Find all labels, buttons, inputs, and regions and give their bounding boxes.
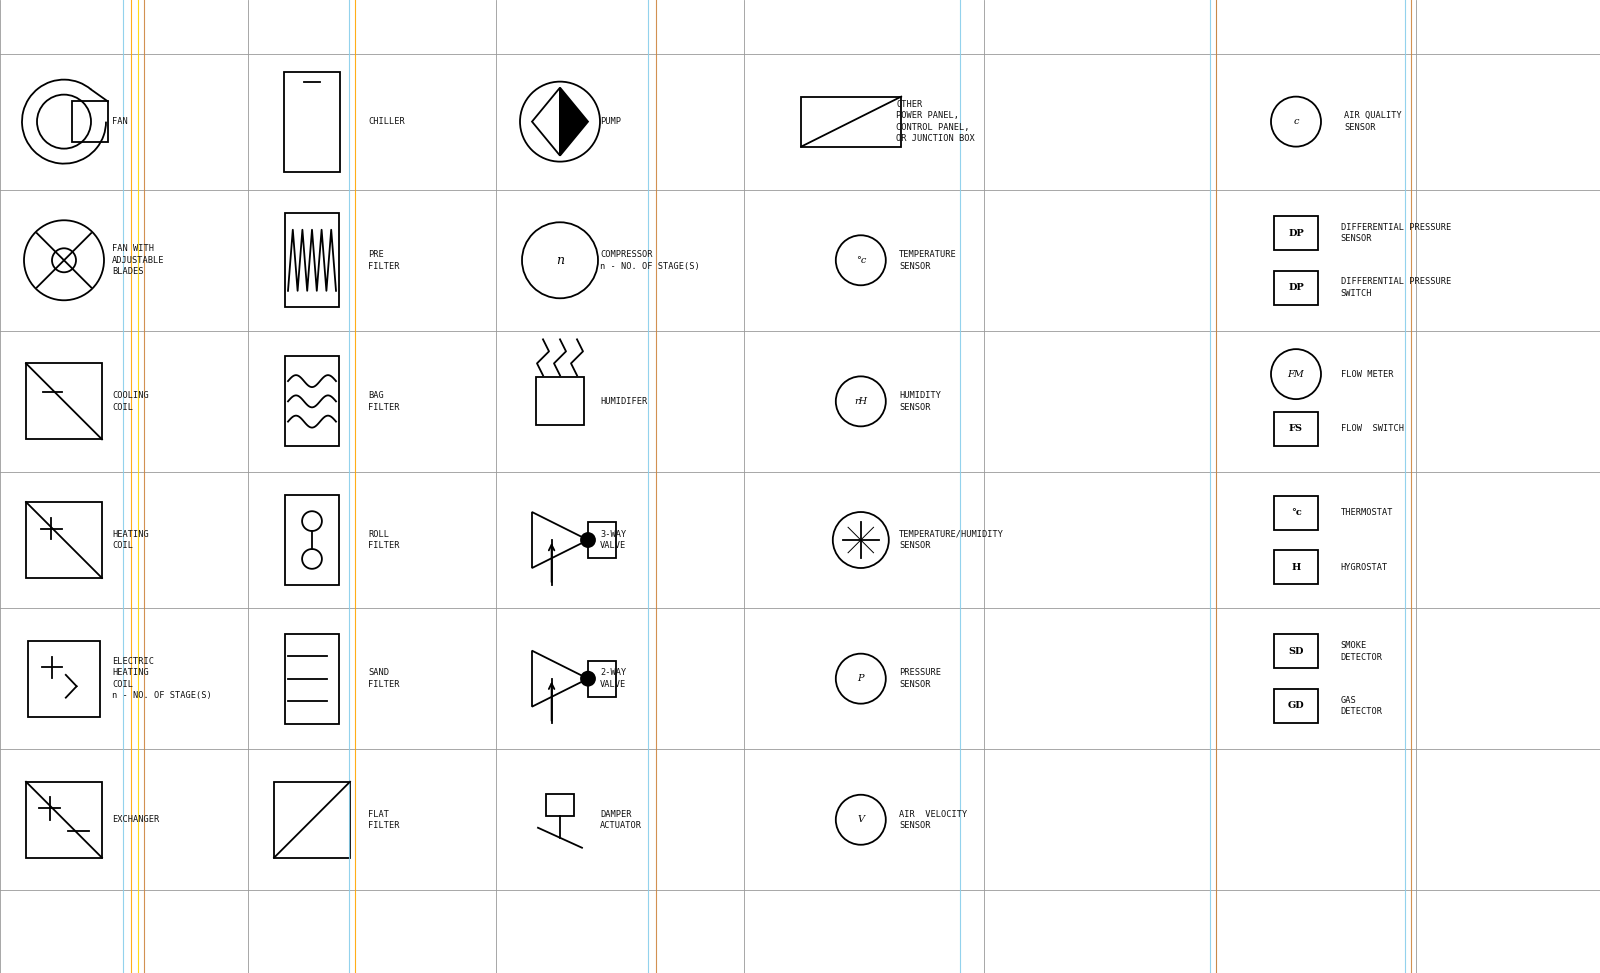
Bar (1274, 412, 1318, 446)
Bar (26, 363, 102, 440)
Bar (1274, 216, 1318, 250)
Text: DP: DP (1288, 283, 1304, 292)
Text: HUMIDITY
SENSOR: HUMIDITY SENSOR (899, 391, 941, 412)
Text: DAMPER
ACTUATOR: DAMPER ACTUATOR (600, 810, 642, 830)
Text: FLAT
FILTER: FLAT FILTER (368, 810, 400, 830)
Bar (285, 633, 339, 724)
Text: SD: SD (1288, 647, 1304, 656)
Text: COMPRESSOR
n - NO. OF STAGE(S): COMPRESSOR n - NO. OF STAGE(S) (600, 250, 699, 270)
Text: °c: °c (856, 256, 866, 265)
Text: FM: FM (1288, 370, 1304, 378)
Text: ROLL
FILTER: ROLL FILTER (368, 529, 400, 551)
Bar (274, 781, 350, 858)
Text: EXCHANGER: EXCHANGER (112, 815, 160, 824)
Text: PUMP: PUMP (600, 117, 621, 126)
Text: FLOW  SWITCH: FLOW SWITCH (1341, 424, 1403, 433)
Bar (26, 502, 102, 578)
Bar (536, 378, 584, 425)
Bar (1274, 689, 1318, 723)
Text: DIFFERENTIAL PRESSURE
SENSOR: DIFFERENTIAL PRESSURE SENSOR (1341, 223, 1451, 243)
Bar (1274, 270, 1318, 305)
Bar (285, 213, 339, 307)
Bar (589, 523, 616, 558)
Text: BAG
FILTER: BAG FILTER (368, 391, 400, 412)
Text: PRESSURE
SENSOR: PRESSURE SENSOR (899, 668, 941, 689)
Text: FAN: FAN (112, 117, 128, 126)
Text: HEATING
COIL: HEATING COIL (112, 529, 149, 551)
Text: GAS
DETECTOR: GAS DETECTOR (1341, 696, 1382, 716)
Bar (546, 794, 574, 815)
Text: SAND
FILTER: SAND FILTER (368, 668, 400, 689)
Bar (26, 781, 102, 858)
Circle shape (581, 533, 595, 547)
Text: H: H (1291, 562, 1301, 572)
Circle shape (581, 671, 595, 686)
Text: HYGROSTAT: HYGROSTAT (1341, 562, 1389, 572)
Bar (1274, 496, 1318, 529)
Text: rH: rH (854, 397, 867, 406)
Text: CHILLER: CHILLER (368, 117, 405, 126)
Text: COOLING
COIL: COOLING COIL (112, 391, 149, 412)
Text: FAN WITH
ADJUSTABLE
BLADES: FAN WITH ADJUSTABLE BLADES (112, 244, 165, 276)
Bar (1274, 551, 1318, 584)
Bar (802, 96, 901, 147)
Bar (589, 661, 616, 697)
Bar (72, 101, 107, 142)
Text: TEMPERATURE
SENSOR: TEMPERATURE SENSOR (899, 250, 957, 270)
Polygon shape (560, 88, 589, 156)
Text: HUMIDIFER: HUMIDIFER (600, 397, 648, 406)
Text: °c: °c (1291, 508, 1301, 518)
Text: DIFFERENTIAL PRESSURE
SWITCH: DIFFERENTIAL PRESSURE SWITCH (1341, 277, 1451, 298)
Text: DP: DP (1288, 229, 1304, 237)
Bar (29, 640, 99, 717)
Bar (285, 72, 339, 171)
Text: ELECTRIC
HEATING
COIL
n - NO. OF STAGE(S): ELECTRIC HEATING COIL n - NO. OF STAGE(S… (112, 657, 211, 701)
Text: V: V (858, 815, 864, 824)
Text: n: n (557, 254, 563, 267)
Text: THERMOSTAT: THERMOSTAT (1341, 508, 1394, 518)
Bar (285, 356, 339, 447)
Text: PRE
FILTER: PRE FILTER (368, 250, 400, 270)
Text: AIR  VELOCITY
SENSOR: AIR VELOCITY SENSOR (899, 810, 968, 830)
Polygon shape (531, 88, 560, 156)
Text: OTHER
POWER PANEL,
CONTROL PANEL,
OR JUNCTION BOX: OTHER POWER PANEL, CONTROL PANEL, OR JUN… (896, 100, 974, 143)
Bar (1274, 634, 1318, 668)
Text: FS: FS (1290, 424, 1302, 433)
Bar (285, 495, 339, 585)
Text: P: P (858, 674, 864, 683)
Text: c: c (1293, 117, 1299, 126)
Text: TEMPERATURE/HUMIDITY
SENSOR: TEMPERATURE/HUMIDITY SENSOR (899, 529, 1005, 551)
Text: FLOW METER: FLOW METER (1341, 370, 1394, 378)
Text: 2-WAY
VALVE: 2-WAY VALVE (600, 668, 626, 689)
Text: GD: GD (1288, 702, 1304, 710)
Text: 3-WAY
VALVE: 3-WAY VALVE (600, 529, 626, 551)
Text: SMOKE
DETECTOR: SMOKE DETECTOR (1341, 641, 1382, 662)
Text: AIR QUALITY
SENSOR: AIR QUALITY SENSOR (1344, 111, 1402, 132)
